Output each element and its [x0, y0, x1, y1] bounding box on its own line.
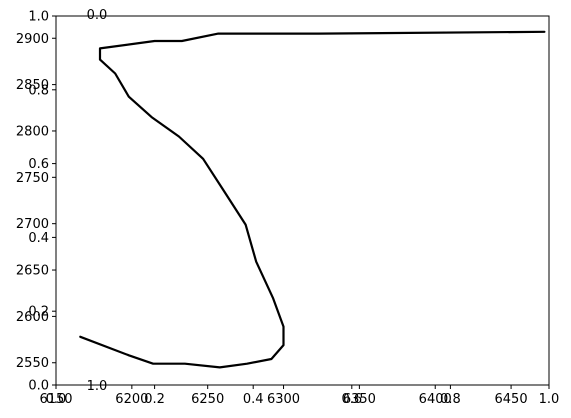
y-tick-label: 2550: [16, 356, 49, 371]
overlay-x-tick-label: 0.4: [243, 392, 264, 407]
x-axis-ticks: 6150 6200 6250 6300 6350 6400 6450: [39, 385, 528, 407]
y-tick-label: 2850: [16, 78, 49, 93]
y-tick-label: 2900: [16, 32, 49, 47]
overlay-y-tick-label: 0.4: [28, 231, 49, 246]
plot-frame: [55, 15, 550, 386]
series-line: [79, 30, 546, 369]
overlay-x-tick-label: 0.8: [440, 392, 461, 407]
x-tick-label: 6450: [495, 392, 528, 407]
x-tick-label: 6400: [419, 392, 452, 407]
y-tick-label: 2750: [16, 171, 49, 186]
x-tick-label: 6300: [267, 392, 300, 407]
overlay-axes: 0.00.00.20.20.40.40.60.60.80.81.01.00.01…: [28, 8, 559, 407]
overlay-y-tick-label: 0.8: [28, 83, 49, 98]
overlay-y-tick-label: 0.0: [28, 379, 49, 394]
y-tick-label: 2800: [16, 124, 49, 139]
overlay-y-tick-label: 0.6: [28, 157, 49, 172]
y-axis-ticks: 2550 2600 2650 2700 2750 2800 2850 2900: [16, 32, 56, 371]
x-tick-label: 6200: [115, 392, 148, 407]
x-tick-label: 6150: [39, 392, 72, 407]
y-tick-label: 2700: [16, 217, 49, 232]
series-group: [79, 30, 546, 369]
x-tick-label: 6250: [191, 392, 224, 407]
y-tick-label: 2650: [16, 264, 49, 279]
overlay-x-tick-label: 0.2: [144, 392, 165, 407]
overlay-x-tick-label: 0.0: [46, 392, 67, 407]
x-tick-label: 6350: [343, 392, 376, 407]
plot-area: [56, 16, 549, 385]
y-tick-label: 2600: [16, 310, 49, 325]
overlay-y-tick-label: 1.0: [28, 10, 49, 25]
overlay-x-tick-label: 1.0: [539, 392, 560, 407]
overlay-x-tick-label: 0.6: [341, 392, 362, 407]
overlay-bottom-label: 1.0: [87, 379, 108, 394]
overlay-y-tick-label: 0.2: [28, 305, 49, 320]
